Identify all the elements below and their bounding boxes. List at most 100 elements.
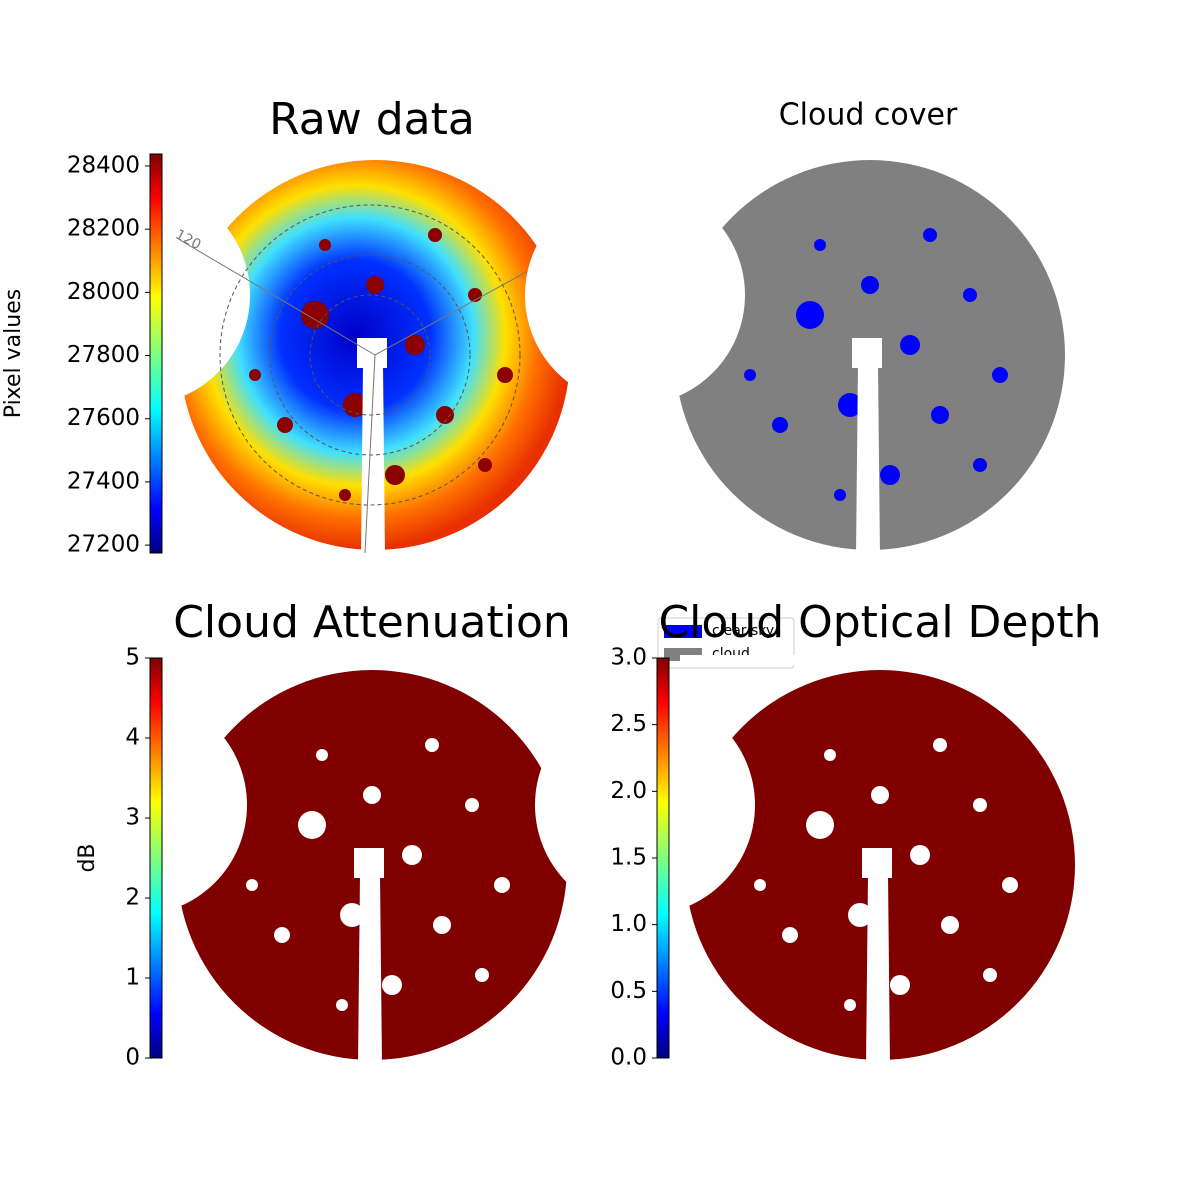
image-feature — [941, 916, 959, 934]
image-feature — [754, 879, 766, 891]
colorbar-tick-label: 0 — [125, 1045, 140, 1071]
image-feature — [246, 879, 258, 891]
image-mask — [852, 338, 882, 368]
image-feature — [1002, 877, 1018, 893]
colorbar-tick-label: 27600 — [67, 405, 140, 431]
colorbar — [149, 657, 163, 1059]
image-mask — [862, 848, 892, 878]
image-feature — [475, 968, 489, 982]
legend-label: clear sky — [712, 623, 774, 639]
polar-axis — [364, 354, 376, 554]
panel — [525, 145, 1070, 555]
colorbar — [656, 657, 670, 1059]
image-feature — [973, 798, 987, 812]
image-feature — [465, 798, 479, 812]
image-mask — [680, 655, 1080, 665]
polar-axis — [179, 239, 376, 356]
image-feature — [274, 927, 290, 943]
image-feature — [861, 276, 879, 294]
image-feature — [336, 999, 348, 1011]
image-mask — [856, 365, 880, 555]
image-feature — [366, 276, 384, 294]
image-feature — [428, 228, 442, 242]
colorbar-tick-label: 27800 — [67, 342, 140, 368]
image-feature — [871, 786, 889, 804]
colorbar-tick-label: 3.0 — [610, 645, 647, 671]
image-mask — [175, 145, 575, 155]
legend-swatch — [664, 625, 702, 638]
image-feature — [963, 288, 977, 302]
image-feature — [298, 811, 326, 839]
image-feature — [402, 845, 422, 865]
image-feature — [340, 903, 364, 927]
panel-title: Raw data — [269, 94, 475, 145]
colorbar-tick-label: 27200 — [67, 532, 140, 558]
image-feature — [363, 786, 381, 804]
image-feature — [933, 738, 947, 752]
image-feature — [806, 811, 834, 839]
colorbar-tick-label: 1.5 — [610, 845, 647, 871]
image-feature — [772, 417, 788, 433]
image-feature — [983, 968, 997, 982]
colorbar-tick-label: 1.0 — [610, 911, 647, 937]
image-feature — [301, 301, 329, 329]
image-mask — [172, 655, 572, 665]
colorbar-label: Pixel values — [1, 289, 26, 418]
image-feature — [880, 465, 900, 485]
image-mask — [354, 848, 384, 878]
panel-title: Cloud Optical Depth — [658, 597, 1101, 648]
image-feature — [796, 301, 824, 329]
image-feature — [425, 738, 439, 752]
colorbar-tick-label: 5 — [125, 645, 140, 671]
colorbar-label: dB — [75, 843, 100, 872]
colorbar-tick-label: 28200 — [67, 216, 140, 242]
image-feature — [405, 335, 425, 355]
panel — [30, 145, 575, 555]
image-feature — [890, 975, 910, 995]
panel — [27, 655, 572, 1065]
image-feature — [249, 369, 261, 381]
image-feature — [834, 489, 846, 501]
image-feature — [436, 406, 454, 424]
image-feature — [497, 367, 513, 383]
image-mask — [358, 875, 382, 1065]
image-feature — [992, 367, 1008, 383]
panel-title: Cloud Attenuation — [173, 597, 571, 648]
image-feature — [319, 239, 331, 251]
image-feature — [339, 489, 351, 501]
image-feature — [844, 999, 856, 1011]
colorbar-tick-label: 0.5 — [610, 978, 647, 1004]
colorbar-tick-label: 2.5 — [610, 711, 647, 737]
image-mask — [525, 185, 745, 405]
image-feature — [838, 393, 862, 417]
image-feature — [910, 845, 930, 865]
image-feature — [923, 228, 937, 242]
panel — [535, 655, 1080, 1065]
colorbar-tick-label: 2 — [125, 885, 140, 911]
image-mask — [30, 185, 250, 405]
colorbar-tick-label: 27400 — [67, 468, 140, 494]
image-mask — [535, 695, 755, 915]
image-feature — [744, 369, 756, 381]
image-feature — [433, 916, 451, 934]
image-feature — [814, 239, 826, 251]
colorbar-tick-label: 28000 — [67, 279, 140, 305]
image-feature — [478, 458, 492, 472]
image-feature — [973, 458, 987, 472]
image-feature — [316, 749, 328, 761]
colorbar-tick-label: 28400 — [67, 153, 140, 179]
colorbar — [149, 153, 163, 554]
image-feature — [382, 975, 402, 995]
colorbar-tick-label: 3 — [125, 805, 140, 831]
panel-title: Cloud cover — [779, 98, 958, 133]
image-feature — [824, 749, 836, 761]
image-mask — [670, 145, 1070, 155]
image-feature — [494, 877, 510, 893]
colorbar-tick-label: 2.0 — [610, 778, 647, 804]
colorbar-tick-label: 4 — [125, 725, 140, 751]
image-feature — [385, 465, 405, 485]
image-feature — [782, 927, 798, 943]
image-mask — [866, 875, 890, 1065]
colorbar-tick-label: 1 — [125, 965, 140, 991]
